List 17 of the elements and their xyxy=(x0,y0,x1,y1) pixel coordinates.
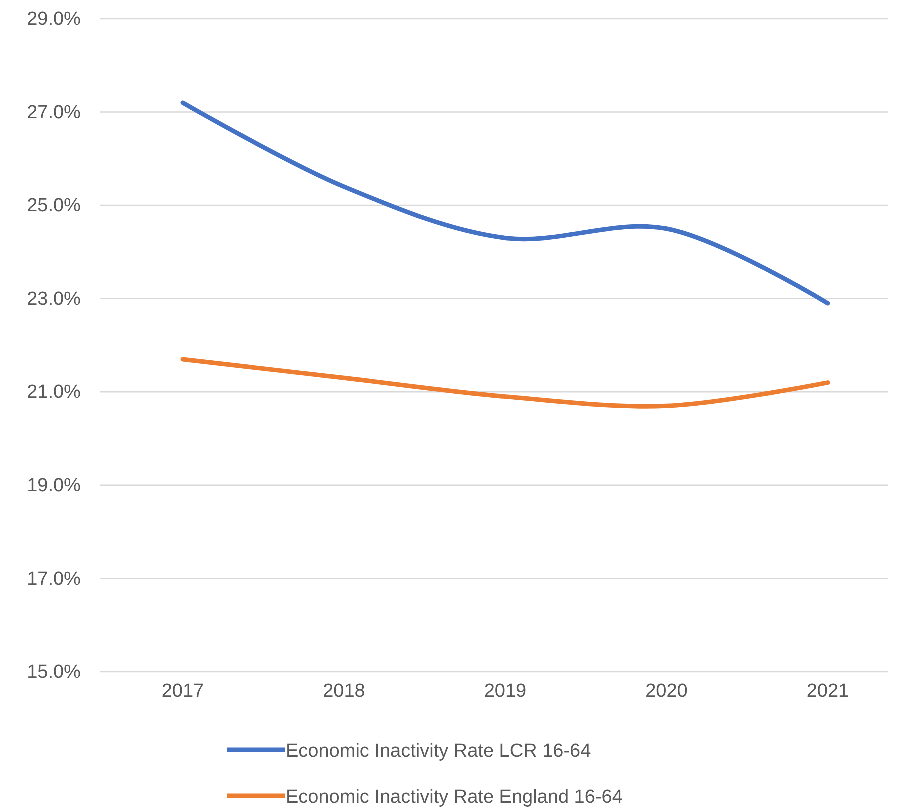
x-tick-label: 2018 xyxy=(323,681,366,702)
x-tick-label: 2020 xyxy=(646,681,688,702)
y-tick-label: 23.0% xyxy=(27,288,82,310)
legend-label: Economic Inactivity Rate England 16-64 xyxy=(286,787,624,808)
y-tick-label: 27.0% xyxy=(27,102,82,124)
y-tick-label: 25.0% xyxy=(27,196,82,217)
line-series xyxy=(180,100,830,306)
y-tick-label: 19.0% xyxy=(27,476,82,497)
x-tick-label: 2019 xyxy=(484,681,527,702)
y-tick-label: 29.0% xyxy=(27,9,82,30)
x-tick-label: 2017 xyxy=(162,681,204,702)
y-tick-label: 21.0% xyxy=(27,382,82,404)
legend-label: Economic Inactivity Rate LCR 16-64 xyxy=(286,741,592,762)
line-series xyxy=(180,357,830,409)
y-tick-label: 15.0% xyxy=(27,662,82,684)
y-tick-label: 17.0% xyxy=(27,568,82,590)
x-tick-label: 2021 xyxy=(806,681,850,702)
